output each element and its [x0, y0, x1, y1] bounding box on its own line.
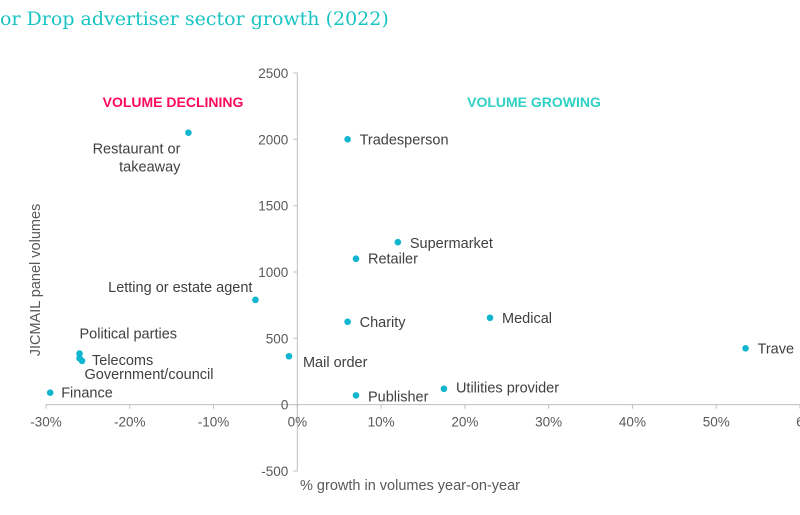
point-label-telecoms: Telecoms	[92, 353, 153, 369]
point-medical	[486, 314, 494, 322]
y-tick-label: 1500	[258, 199, 288, 214]
annotation-volume-growing: VOLUME GROWING	[467, 94, 601, 110]
x-tick-label: 10%	[368, 415, 395, 430]
point-letting-or-estate-agent	[252, 296, 259, 304]
y-tick-label: 1000	[258, 265, 288, 280]
x-axis-title: % growth in volumes year-on-year	[300, 478, 520, 494]
x-tick-label: -30%	[30, 415, 62, 430]
point-label-retailer: Retailer	[368, 252, 418, 268]
point-label-utilities-provider: Utilities provider	[456, 381, 559, 397]
point-label-mail-order: Mail order	[303, 355, 368, 371]
point-government-council	[76, 354, 83, 362]
x-tick-label: 20%	[451, 415, 478, 430]
y-tick-label: 2500	[258, 66, 288, 81]
point-label-medical: Medical	[502, 311, 552, 327]
y-axis-title: JICMAIL panel volumes	[28, 204, 44, 357]
point-travel	[742, 344, 749, 352]
y-tick-label: 0	[281, 398, 289, 413]
point-finance	[46, 389, 54, 397]
x-tick-label: 30%	[535, 415, 562, 430]
point-label-political-parties: Political parties	[80, 327, 178, 343]
point-retailer	[352, 255, 360, 263]
chart-title: or Drop advertiser sector growth (2022)	[0, 8, 389, 30]
y-tick-label: 500	[266, 331, 289, 346]
annotation-volume-declining: VOLUME DECLINING	[103, 94, 244, 110]
point-charity	[344, 318, 351, 326]
x-tick-label: -10%	[198, 415, 230, 430]
y-tick-label: 2000	[258, 132, 288, 147]
point-label-letting-or-estate-agent: Letting or estate agent	[108, 280, 252, 296]
x-tick-label: 0%	[288, 415, 308, 430]
point-utilities-provider	[440, 385, 448, 393]
point-label-supermarket: Supermarket	[410, 236, 493, 252]
point-label-tradesperson: Tradesperson	[360, 132, 449, 148]
point-label-travel: Trave	[758, 341, 795, 357]
point-publisher	[352, 392, 360, 399]
point-label-finance: Finance	[61, 386, 113, 402]
point-tradesperson	[344, 136, 351, 143]
point-restaurant-or-takeaway	[185, 129, 192, 136]
point-label-restaurant-or-takeaway: Restaurant or takeaway	[93, 142, 182, 176]
point-label-government-council: Government/council	[85, 367, 214, 383]
point-supermarket	[394, 238, 402, 246]
x-tick-label: 50%	[703, 415, 730, 430]
x-tick-label: -20%	[114, 415, 146, 430]
point-political-parties	[76, 350, 83, 357]
y-tick-label: -500	[261, 464, 288, 479]
x-tick-label: 6	[796, 415, 800, 430]
point-mail-order	[285, 352, 293, 360]
x-tick-label: 40%	[619, 415, 646, 430]
point-label-publisher: Publisher	[368, 389, 429, 405]
point-label-charity: Charity	[360, 315, 407, 331]
